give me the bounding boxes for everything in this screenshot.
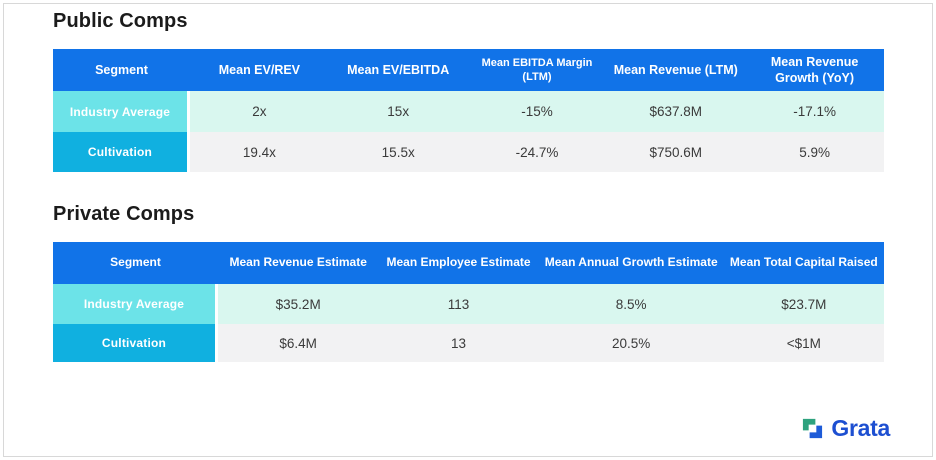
col-header-mean-revenue-estimate: Mean Revenue Estimate [218, 242, 379, 284]
value-cell: 5.9% [745, 132, 884, 172]
segment-cell-industry-average: Industry Average [53, 91, 190, 132]
value-cell: $23.7M [723, 284, 884, 324]
value-cell: 113 [378, 284, 539, 324]
segment-cell-cultivation: Cultivation [53, 324, 218, 362]
grata-logo-icon [803, 418, 823, 439]
value-cell: 2x [190, 91, 329, 132]
col-header-mean-revenue-growth: Mean Revenue Growth (YoY) [745, 49, 884, 91]
col-header-mean-revenue: Mean Revenue (LTM) [606, 49, 746, 91]
col-header-mean-ebitda-margin: Mean EBITDA Margin (LTM) [467, 49, 607, 91]
segment-cell-industry-average: Industry Average [53, 284, 218, 324]
value-cell: 8.5% [538, 284, 724, 324]
col-header-mean-annual-growth-estimate: Mean Annual Growth Estimate [538, 242, 724, 284]
col-header-mean-total-capital-raised: Mean Total Capital Raised [723, 242, 884, 284]
private-comps-section: Private Comps Segment Mean Revenue Estim… [53, 201, 884, 362]
value-cell: $35.2M [218, 284, 379, 324]
grata-logo: Grata [801, 417, 890, 440]
col-header-segment: Segment [53, 242, 218, 284]
col-header-segment: Segment [53, 49, 190, 91]
col-header-mean-employee-estimate: Mean Employee Estimate [378, 242, 539, 284]
value-cell: 20.5% [538, 324, 724, 362]
value-cell: <$1M [723, 324, 884, 362]
private-comps-table: Segment Mean Revenue Estimate Mean Emplo… [53, 242, 884, 362]
col-header-mean-ev-ebitda: Mean EV/EBITDA [328, 49, 468, 91]
value-cell: $6.4M [218, 324, 379, 362]
public-comps-title: Public Comps [53, 10, 188, 32]
value-cell: 15.5x [328, 132, 468, 172]
value-cell: $750.6M [606, 132, 746, 172]
report-content: Public Comps Segment Mean EV/REV Mean EV… [53, 8, 884, 362]
col-header-mean-ev-rev: Mean EV/REV [190, 49, 329, 91]
value-cell: 19.4x [190, 132, 329, 172]
value-cell: 15x [328, 91, 468, 132]
private-comps-title: Private Comps [53, 203, 195, 225]
value-cell: -17.1% [745, 91, 884, 132]
value-cell: -24.7% [467, 132, 607, 172]
grata-wordmark: Grata [831, 415, 890, 441]
public-comps-table: Segment Mean EV/REV Mean EV/EBITDA Mean … [53, 49, 884, 172]
segment-cell-cultivation: Cultivation [53, 132, 190, 172]
public-comps-section: Public Comps Segment Mean EV/REV Mean EV… [53, 8, 884, 172]
value-cell: 13 [378, 324, 539, 362]
value-cell: -15% [467, 91, 607, 132]
value-cell: $637.8M [606, 91, 746, 132]
